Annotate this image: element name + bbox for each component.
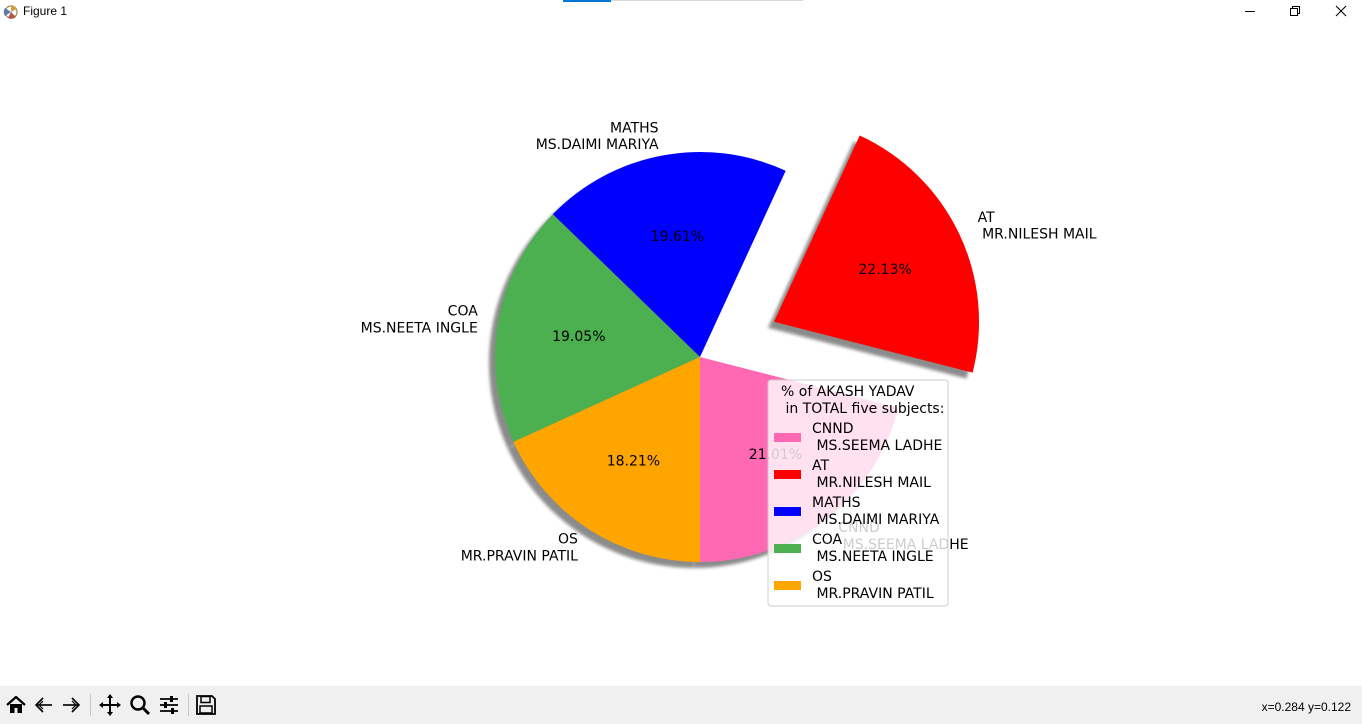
configure-subplots-button[interactable] xyxy=(156,692,182,718)
legend-entry-at: AT MR.NILESH MAIL xyxy=(812,458,931,491)
close-icon xyxy=(1335,5,1347,17)
pie-pct-label-maths: 19.61% xyxy=(651,229,704,245)
pie-wedge-coa xyxy=(494,214,700,442)
legend-box xyxy=(767,379,949,607)
pan-button[interactable] xyxy=(97,692,123,718)
legend-entry-maths: MATHS MS.DAIMI MARIYA xyxy=(812,495,940,528)
chart-legend: % of AKASH YADAV in TOTAL five subjects:… xyxy=(767,379,949,607)
pie-pct-label-at: 22.13% xyxy=(858,262,911,278)
back-icon xyxy=(34,697,52,713)
home-icon xyxy=(6,695,26,713)
zoom-icon xyxy=(130,695,151,716)
pie-outer-label-coa: COA MS.NEETA INGLE xyxy=(356,303,478,336)
legend-swatch-at xyxy=(774,470,801,479)
pie-pct-label-os: 18.21% xyxy=(607,453,660,469)
save-icon xyxy=(196,695,216,715)
window-title: Figure 1 xyxy=(23,4,68,18)
legend-title: % of AKASH YADAV in TOTAL five subjects: xyxy=(781,384,944,417)
legend-entry-os: OS MR.PRAVIN PATIL xyxy=(812,569,934,602)
pan-icon xyxy=(99,694,121,716)
cursor-coordinates: x=0.284 y=0.122 xyxy=(1261,700,1351,714)
navigation-toolbar: x=0.284 y=0.122 xyxy=(0,686,1362,724)
save-button[interactable] xyxy=(193,692,219,718)
legend-swatch-os xyxy=(774,581,801,590)
legend-swatch-maths xyxy=(774,507,801,516)
home-button[interactable] xyxy=(3,692,29,718)
legend-entry-coa: COA MS.NEETA INGLE xyxy=(812,532,934,565)
matplotlib-app-icon xyxy=(3,5,18,19)
pie-outer-label-maths: MATHS MS.DAIMI MARIYA xyxy=(531,120,659,153)
pie-outer-label-os: OS MR.PRAVIN PATIL xyxy=(456,532,578,565)
zoom-button[interactable] xyxy=(127,692,153,718)
title-tab-indicator xyxy=(563,0,803,2)
pie-chart-canvas[interactable]: 21.01%22.13%19.61%19.05%18.21% CNND MS.S… xyxy=(0,24,1362,686)
forward-button[interactable] xyxy=(58,692,84,718)
pie-wedge-at xyxy=(774,135,980,373)
minimize-button[interactable] xyxy=(1227,0,1273,22)
legend-entry-cnnd: CNND MS.SEEMA LADHE xyxy=(812,421,942,454)
configure-subplots-icon xyxy=(160,696,178,714)
legend-swatch-coa xyxy=(774,544,801,553)
restore-icon xyxy=(1290,6,1300,16)
minimize-icon xyxy=(1245,11,1255,12)
legend-swatch-cnnd xyxy=(774,433,801,442)
pie-wedge-os xyxy=(513,357,700,562)
back-button[interactable] xyxy=(31,692,57,718)
title-bar: Figure 1 xyxy=(0,0,1362,24)
close-button[interactable] xyxy=(1318,0,1362,22)
pie-wedge-maths xyxy=(552,152,786,357)
forward-icon xyxy=(63,697,81,713)
maximize-button[interactable] xyxy=(1272,0,1318,22)
pie-outer-label-at: AT MR.NILESH MAIL xyxy=(978,210,1097,243)
pie-pct-label-coa: 19.05% xyxy=(552,329,605,345)
